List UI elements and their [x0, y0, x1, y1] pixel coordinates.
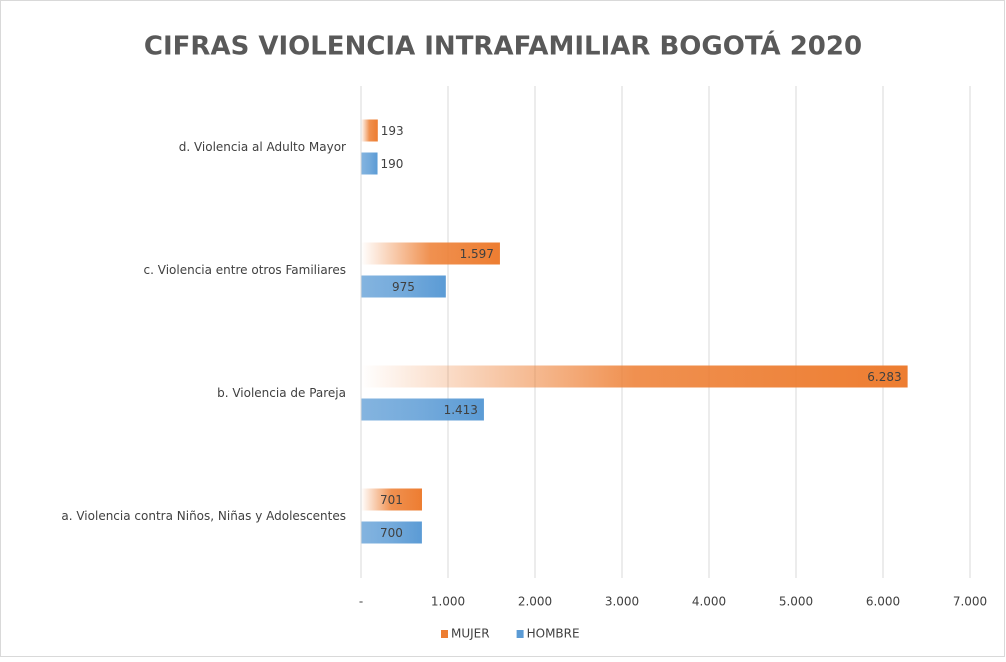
y-tick-label: b. Violencia de Pareja: [217, 386, 346, 400]
data-label: 193: [381, 124, 404, 138]
bar: [361, 488, 422, 511]
bar: [361, 152, 378, 175]
y-tick-label: c. Violencia entre otros Familiares: [144, 263, 346, 277]
legend-label: MUJER: [451, 627, 490, 641]
data-label: 1.413: [444, 403, 478, 417]
bar: [361, 119, 378, 142]
bar: [361, 398, 484, 421]
bar: [361, 365, 908, 388]
legend-label: HOMBRE: [527, 627, 580, 641]
data-label: 190: [381, 157, 404, 171]
x-tick-label: 4.000: [692, 595, 726, 609]
legend-swatch: [441, 630, 448, 638]
bar: [361, 242, 500, 265]
x-tick-label: 5.000: [779, 595, 813, 609]
data-label: 701: [380, 493, 403, 507]
x-tick-label: -: [359, 595, 363, 609]
bar: [361, 521, 422, 544]
y-tick-label: a. Violencia contra Niños, Niñas y Adole…: [61, 509, 346, 523]
legend-swatch: [516, 630, 524, 638]
data-label: 1.597: [460, 247, 494, 261]
x-tick-label: 2.000: [518, 595, 552, 609]
chart-title: CIFRAS VIOLENCIA INTRAFAMILIAR BOGOTÁ 20…: [144, 30, 862, 62]
x-tick-label: 7.000: [953, 595, 987, 609]
x-tick-label: 6.000: [866, 595, 900, 609]
data-label: 975: [392, 280, 415, 294]
data-label: 700: [380, 526, 403, 540]
bar: [361, 275, 446, 298]
y-tick-label: d. Violencia al Adulto Mayor: [179, 140, 346, 154]
x-tick-label: 1.000: [431, 595, 465, 609]
x-tick-label: 3.000: [605, 595, 639, 609]
data-label: 6.283: [867, 370, 901, 384]
